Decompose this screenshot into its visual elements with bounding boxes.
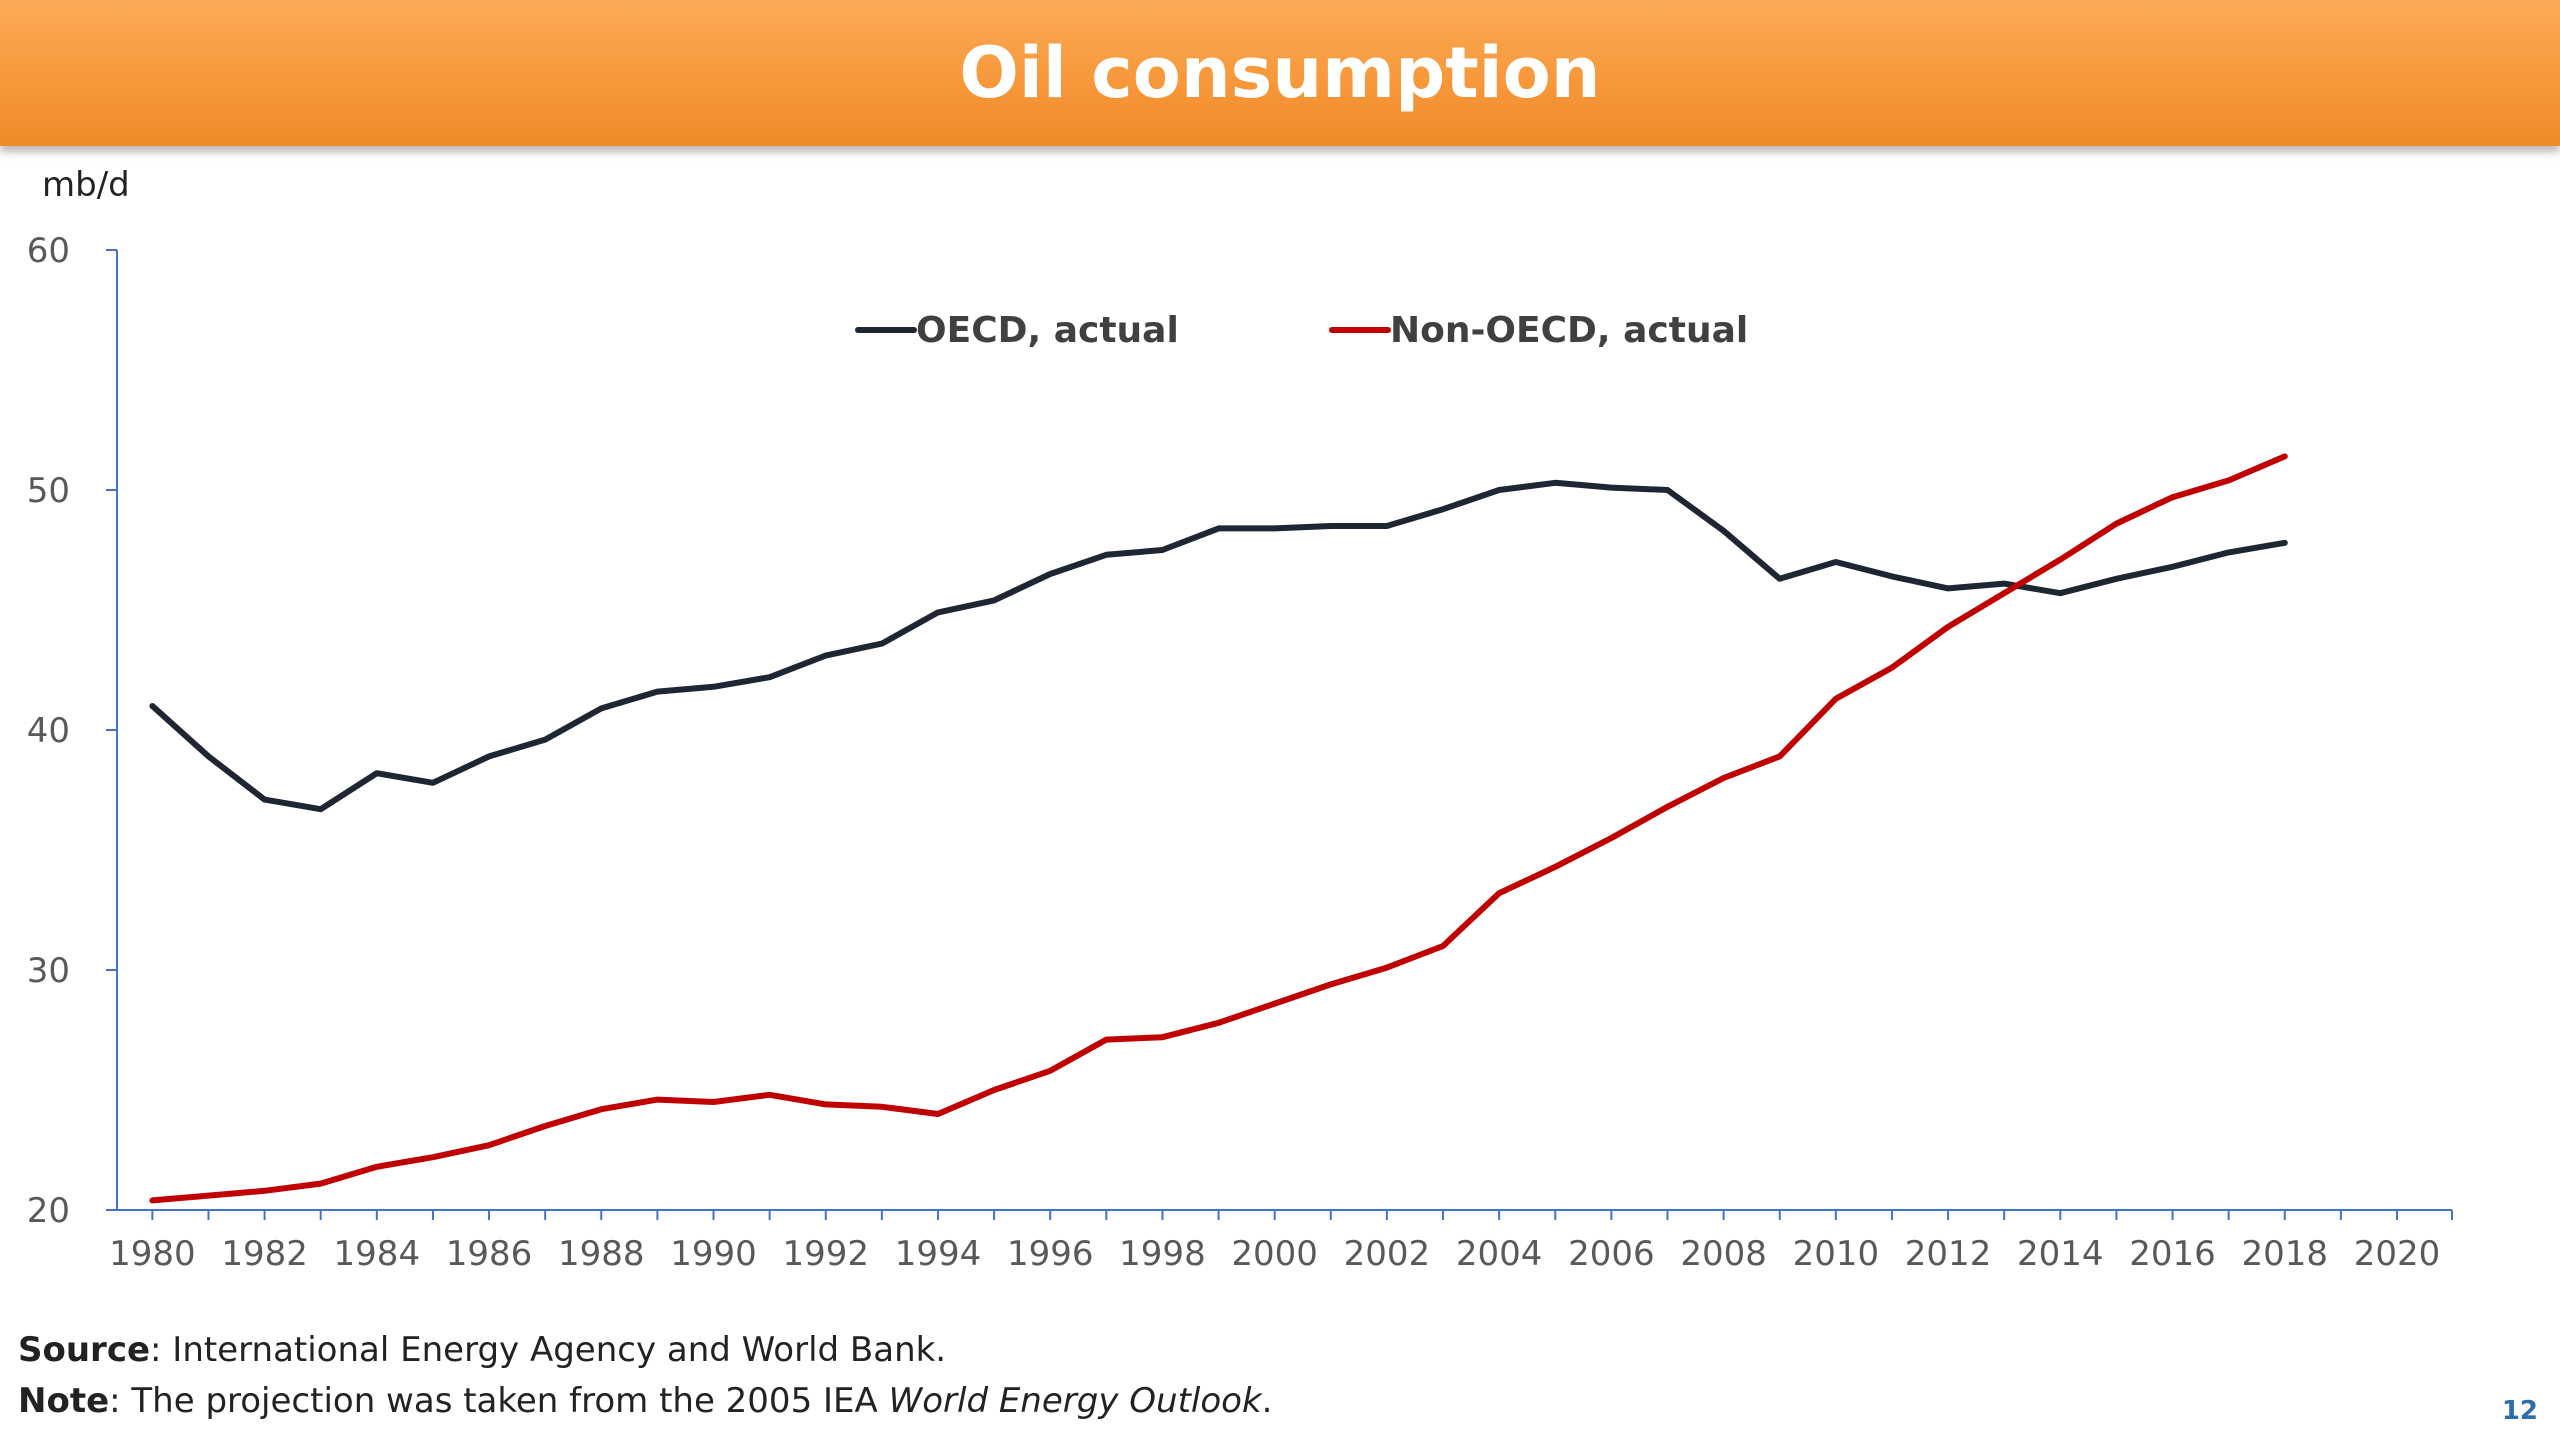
source-label: Source <box>18 1330 151 1370</box>
x-tick-label: 2018 <box>2242 1234 2329 1274</box>
y-tick-label: 50 <box>27 471 70 511</box>
x-tick-label: 2020 <box>2354 1234 2441 1274</box>
x-tick-label: 1982 <box>221 1234 308 1274</box>
y-axis-unit-label: mb/d <box>42 165 130 205</box>
source-text: : International Energy Agency and World … <box>150 1330 947 1370</box>
x-tick-label: 1992 <box>782 1234 869 1274</box>
y-tick-label: 60 <box>27 231 70 271</box>
note-italic-text: World Energy Outlook <box>888 1381 1262 1421</box>
note-text-end: . <box>1261 1381 1273 1421</box>
note-line: Note: The projection was taken from the … <box>18 1381 1272 1421</box>
x-tick-label: 2008 <box>1680 1234 1767 1274</box>
x-tick-label: 1988 <box>558 1234 645 1274</box>
page-number: 12 <box>2501 1396 2538 1426</box>
x-tick-label: 1980 <box>109 1234 196 1274</box>
x-tick-label: 2002 <box>1344 1234 1431 1274</box>
title-bar: Oil consumption <box>0 0 2560 146</box>
slide-title: Oil consumption <box>959 32 1601 114</box>
chart-legend: OECD, actual Non-OECD, actual <box>855 310 1748 351</box>
x-tick-label: 2004 <box>1456 1234 1543 1274</box>
x-tick-label: 1998 <box>1119 1234 1206 1274</box>
x-tick-label: 1996 <box>1007 1234 1094 1274</box>
x-tick-label: 1984 <box>334 1234 421 1274</box>
series-line-non-oecd <box>149 453 2288 1204</box>
x-tick-label: 2012 <box>1905 1234 1992 1274</box>
y-tick-label: 20 <box>27 1191 70 1231</box>
x-tick-label: 2014 <box>2017 1234 2104 1274</box>
legend-label-oecd: OECD, actual <box>916 310 1179 351</box>
chart-series <box>149 453 2288 1204</box>
x-tick-label: 2016 <box>2129 1234 2216 1274</box>
x-tick-label: 1994 <box>895 1234 982 1274</box>
x-tick-label: 2010 <box>1793 1234 1880 1274</box>
y-tick-label: 30 <box>27 951 70 991</box>
x-tick-label: 2006 <box>1568 1234 1655 1274</box>
note-text: : The projection was taken from the 2005… <box>109 1381 889 1421</box>
y-tick-label: 40 <box>27 711 70 751</box>
source-line: Source: International Energy Agency and … <box>18 1330 946 1370</box>
legend-label-non-oecd: Non-OECD, actual <box>1390 310 1748 351</box>
note-label: Note <box>18 1381 110 1421</box>
x-tick-label: 2000 <box>1231 1234 1318 1274</box>
chart-axes: 20 30 40 50 60 1980 1982 1984 1986 1988 1990 1992 19… <box>27 231 2453 1274</box>
x-tick-label: 1986 <box>446 1234 533 1274</box>
x-tick-label: 1990 <box>670 1234 757 1274</box>
series-line-oecd <box>149 479 2288 813</box>
